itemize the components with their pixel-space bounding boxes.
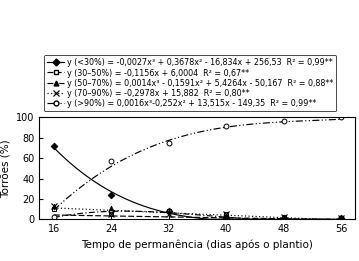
Legend: y (<30%) = -0,0027x³ + 0,3678x² - 16,834x + 256,53  R² = 0,99**, y (30–50%) = -0: y (<30%) = -0,0027x³ + 0,3678x² - 16,834… [43, 55, 336, 111]
Y-axis label: Torrões (%): Torrões (%) [1, 139, 11, 198]
X-axis label: Tempo de permanência (dias após o plantio): Tempo de permanência (dias após o planti… [81, 240, 313, 250]
